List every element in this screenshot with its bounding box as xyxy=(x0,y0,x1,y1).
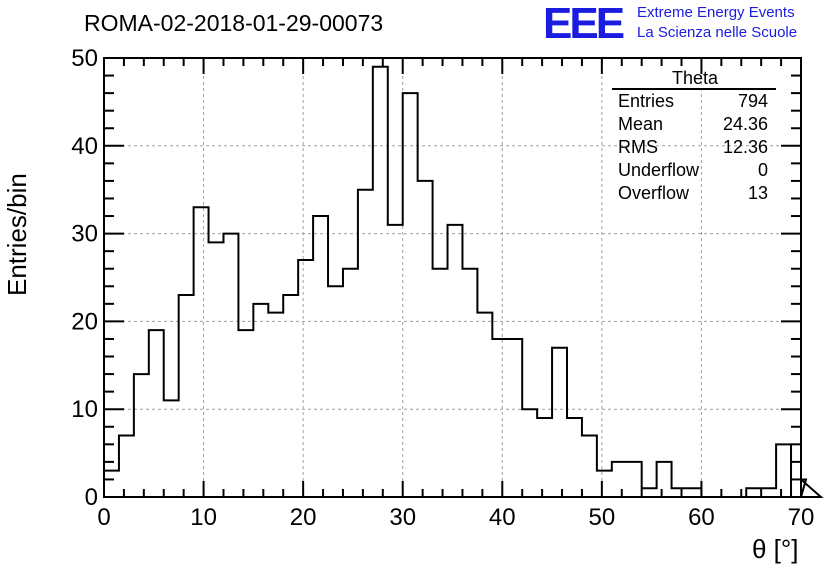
histogram-bin xyxy=(194,207,209,497)
histogram-bin xyxy=(238,330,253,497)
y-tick-label: 30 xyxy=(71,221,98,248)
logo-caption-line2: La Scienza nelle Scuole xyxy=(637,24,798,41)
histogram-bin xyxy=(657,462,672,497)
y-tick-label: 50 xyxy=(71,45,98,72)
stats-box: Theta Entries 794 Mean 24.36 RMS 12.36 U… xyxy=(612,68,776,205)
y-tick-label: 40 xyxy=(71,133,98,160)
histogram-bars xyxy=(104,65,824,498)
stats-label: Underflow xyxy=(618,160,700,180)
histogram-bin xyxy=(119,436,134,497)
histogram-bin xyxy=(253,304,268,497)
histogram-bin xyxy=(552,348,567,497)
histogram-bin xyxy=(418,181,433,497)
x-tick-label: 0 xyxy=(97,504,110,531)
histogram-bin xyxy=(522,409,537,497)
stats-label: Entries xyxy=(618,91,675,111)
stats-value: 794 xyxy=(737,91,768,111)
stats-row-underflow: Underflow 0 xyxy=(612,159,776,182)
stats-row-overflow: Overflow 13 xyxy=(612,182,776,205)
x-tick-label: 40 xyxy=(489,504,516,531)
histogram-bin xyxy=(582,436,597,497)
histogram-bin xyxy=(448,225,463,497)
eee-logo: EEE xyxy=(543,0,625,48)
histogram-bin xyxy=(686,488,701,497)
histogram-bin xyxy=(388,225,403,497)
stats-value: 0 xyxy=(757,160,768,180)
histogram-bin xyxy=(627,462,642,497)
stats-label: Mean xyxy=(618,114,664,134)
histogram-bin xyxy=(597,471,612,497)
x-tick-label: 60 xyxy=(688,504,715,531)
histogram-bin xyxy=(462,269,477,497)
histogram-bin xyxy=(642,488,657,497)
histogram-bin xyxy=(433,269,448,497)
histogram-bin xyxy=(179,295,194,497)
histogram-bin xyxy=(761,488,776,497)
histogram-bin xyxy=(403,93,418,497)
histogram-bin xyxy=(298,260,313,497)
stats-value: 12.36 xyxy=(722,137,768,157)
histogram-bin xyxy=(507,339,522,497)
logo-caption-line1: Extreme Energy Events xyxy=(637,4,795,21)
histogram-bin xyxy=(134,374,149,497)
histogram-bin xyxy=(672,488,687,497)
stats-title: Theta xyxy=(612,68,776,90)
histogram-bin xyxy=(373,67,388,497)
histogram-bin xyxy=(776,444,791,497)
y-tick-label: 0 xyxy=(85,484,98,511)
x-tick-label: 50 xyxy=(589,504,616,531)
x-tick-label: 10 xyxy=(190,504,217,531)
plot-frame xyxy=(103,57,802,498)
histogram-bin xyxy=(209,242,224,497)
stats-row-mean: Mean 24.36 xyxy=(612,113,776,136)
histogram-bin xyxy=(164,400,179,497)
y-tick-label: 10 xyxy=(71,396,98,423)
logo-caption: Extreme Energy Events La Scienza nelle S… xyxy=(637,3,797,43)
histogram-bin xyxy=(328,286,343,497)
histogram-bin xyxy=(746,488,761,497)
stats-row-rms: RMS 12.36 xyxy=(612,136,776,159)
histogram-bin xyxy=(612,462,627,497)
stats-value: 13 xyxy=(747,183,768,203)
histogram-bin xyxy=(343,269,358,497)
histogram-bin xyxy=(268,313,283,497)
stats-label: RMS xyxy=(618,137,658,157)
x-axis-label: θ [°] xyxy=(752,534,799,564)
stats-value: 24.36 xyxy=(722,114,768,134)
axes xyxy=(103,57,802,498)
histogram-bin xyxy=(149,330,164,497)
x-tick-label: 20 xyxy=(290,504,317,531)
histogram-bin xyxy=(537,418,552,497)
histogram-bin xyxy=(358,190,373,497)
x-tick-label: 30 xyxy=(389,504,416,531)
histogram-bin xyxy=(492,339,507,497)
y-axis-label: Entries/bin xyxy=(2,173,32,296)
histogram-outline xyxy=(104,65,824,498)
stats-label: Overflow xyxy=(618,183,690,203)
histogram-bin xyxy=(313,216,328,497)
histogram-bin xyxy=(567,418,582,497)
y-tick-label: 20 xyxy=(71,308,98,335)
x-tick-label: 70 xyxy=(788,504,815,531)
stats-row-entries: Entries 794 xyxy=(612,90,776,113)
histogram-bin xyxy=(104,471,119,497)
run-title: ROMA-02-2018-01-29-00073 xyxy=(84,10,384,36)
histogram-bin xyxy=(283,295,298,497)
histogram-bin xyxy=(223,234,238,497)
histogram-bin xyxy=(477,313,492,497)
tick-labels: 0 10 20 30 40 50 60 70 0 10 20 30 40 50 xyxy=(71,45,814,531)
